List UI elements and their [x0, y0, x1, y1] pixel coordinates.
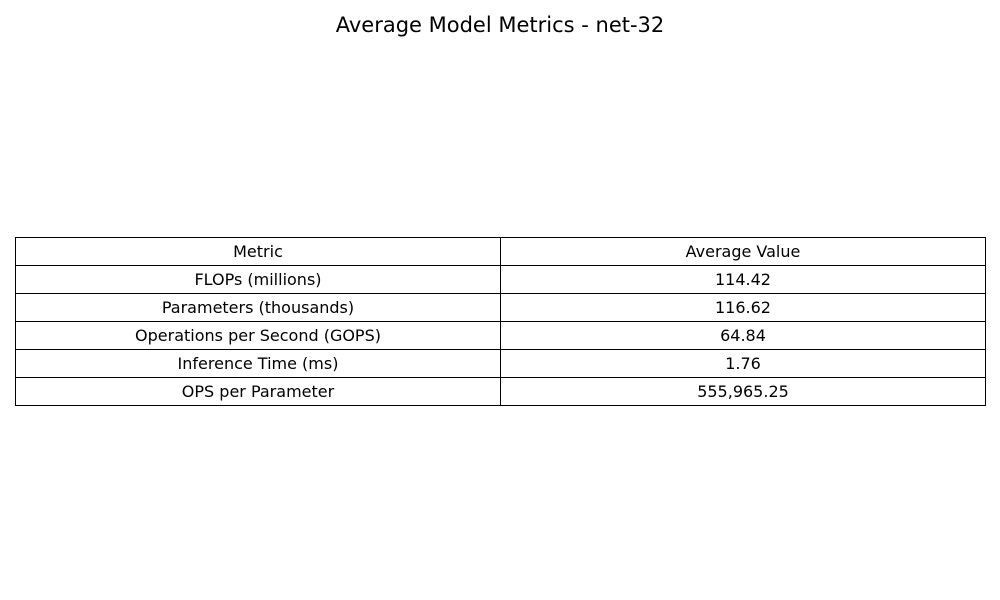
value-cell: 64.84: [500, 321, 986, 350]
metric-cell: OPS per Parameter: [15, 377, 501, 406]
value-cell: 114.42: [500, 265, 986, 294]
column-header-average-value: Average Value: [500, 237, 986, 266]
table-row: Inference Time (ms) 1.76: [15, 349, 986, 378]
table-row: FLOPs (millions) 114.42: [15, 265, 986, 294]
column-header-metric: Metric: [15, 237, 501, 266]
table-row: Parameters (thousands) 116.62: [15, 293, 986, 322]
metric-cell: Operations per Second (GOPS): [15, 321, 501, 350]
value-cell: 555,965.25: [500, 377, 986, 406]
metric-cell: FLOPs (millions): [15, 265, 501, 294]
metric-cell: Parameters (thousands): [15, 293, 501, 322]
table-header-row: Metric Average Value: [15, 237, 986, 266]
value-cell: 1.76: [500, 349, 986, 378]
chart-title: Average Model Metrics - net-32: [335, 13, 665, 37]
metric-cell: Inference Time (ms): [15, 349, 501, 378]
table-row: Operations per Second (GOPS) 64.84: [15, 321, 986, 350]
metrics-table: Metric Average Value FLOPs (millions) 11…: [15, 237, 986, 406]
table-row: OPS per Parameter 555,965.25: [15, 377, 986, 406]
value-cell: 116.62: [500, 293, 986, 322]
